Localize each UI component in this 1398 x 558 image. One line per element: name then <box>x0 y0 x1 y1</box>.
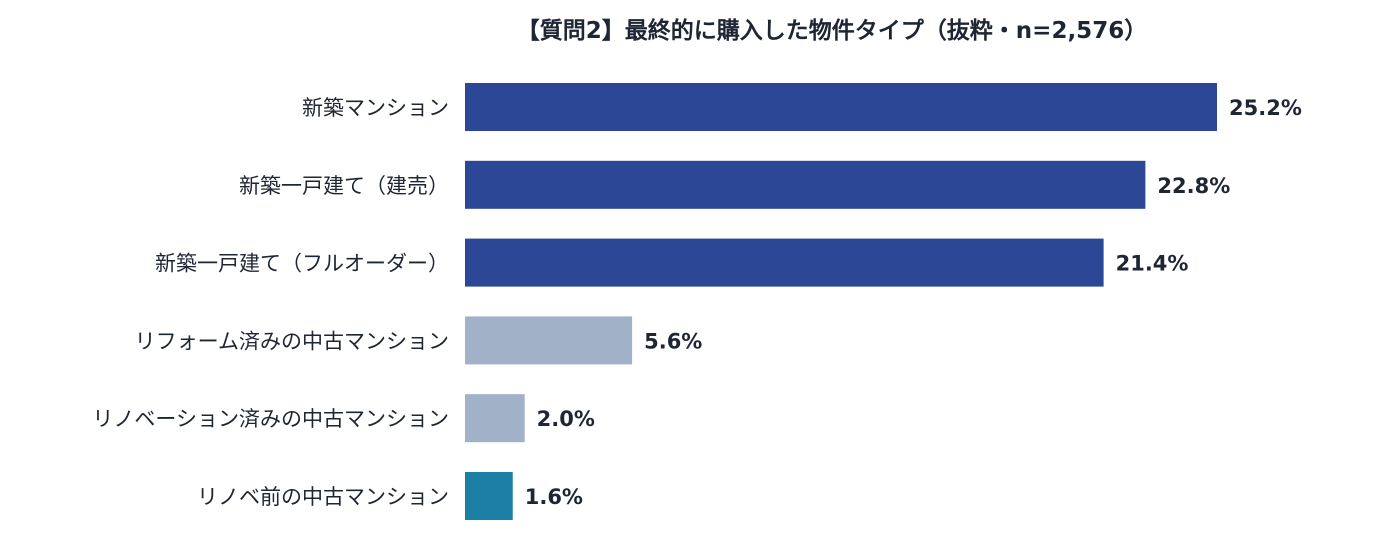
value-label: 1.6% <box>525 485 583 509</box>
value-label: 25.2% <box>1229 96 1302 120</box>
category-label: リフォーム済みの中古マンション <box>135 329 449 353</box>
bar <box>465 472 513 520</box>
bar <box>465 316 633 365</box>
value-label: 21.4% <box>1116 252 1189 276</box>
chart-title: 【質問2】最終的に購入した物件タイプ（抜粋・n=2,576） <box>517 17 1147 44</box>
bar <box>465 394 525 443</box>
category-label: 新築一戸建て（フルオーダー） <box>155 252 449 276</box>
value-label: 2.0% <box>537 407 595 431</box>
bar <box>465 160 1146 209</box>
category-label: 新築一戸建て（建売） <box>239 174 449 198</box>
category-label: リノベーション済みの中古マンション <box>92 407 449 431</box>
bar <box>465 238 1104 287</box>
category-label: 新築マンション <box>302 96 449 120</box>
category-label: リノベ前の中古マンション <box>197 485 449 509</box>
value-label: 5.6% <box>644 329 702 353</box>
bars-layer: 新築マンション 25.2% 新築一戸建て（建売） 22.8% 新築一戸建て（フルオーダー… <box>92 83 1302 520</box>
bar <box>465 83 1217 131</box>
value-label: 22.8% <box>1157 174 1230 198</box>
